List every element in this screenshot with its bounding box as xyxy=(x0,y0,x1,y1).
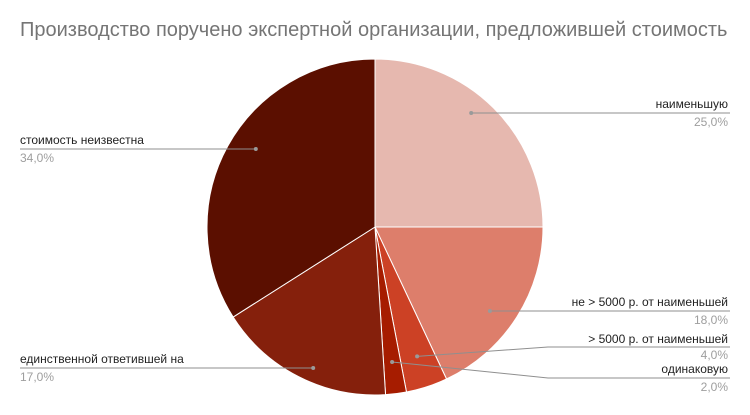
pie-slice xyxy=(374,226,544,380)
leader-dot xyxy=(253,147,258,151)
slice-label: единственной ответившей на xyxy=(20,352,184,366)
slice-label: стоимость неизвестна xyxy=(20,133,144,147)
slice-value-label: 25,0% xyxy=(694,115,728,129)
slice-value-label: 18,0% xyxy=(694,313,728,327)
leader-dot xyxy=(487,309,492,313)
pie-slices xyxy=(206,58,544,396)
leader-dot xyxy=(469,111,474,115)
slice-label: наименьшую xyxy=(656,97,728,111)
pie-slice xyxy=(232,226,387,396)
leader-dot xyxy=(415,354,420,359)
slice-label: одинаковую xyxy=(661,362,728,376)
slice-value-label: 4,0% xyxy=(701,348,729,362)
slice-value-label: 17,0% xyxy=(20,370,54,384)
leader-line xyxy=(392,361,730,379)
slice-value-label: 34,0% xyxy=(20,151,54,165)
slice-value-label: 2,0% xyxy=(701,380,729,394)
pie-slice xyxy=(206,58,376,318)
leader-line xyxy=(417,346,730,357)
chart-title: Производство поручено экспертной организ… xyxy=(20,19,728,41)
pie-labels: наименьшую 25,0% не > 5000 р. от наименьше… xyxy=(20,97,730,394)
slice-label: > 5000 р. от наименьшей xyxy=(588,332,728,346)
leader-dot xyxy=(390,360,395,364)
pie-slice xyxy=(374,58,544,228)
leader-dot xyxy=(311,366,316,370)
slice-label: не > 5000 р. от наименьшей xyxy=(572,295,728,309)
